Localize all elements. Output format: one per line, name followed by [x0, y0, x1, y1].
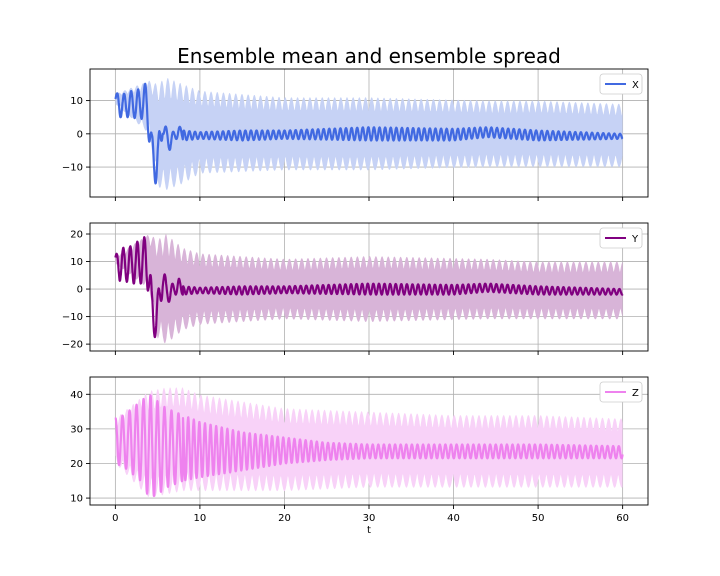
- panel-z: 0 10 20 30 40 50 60 10 20 30 40 Z: [70, 376, 649, 524]
- x-tick-label: 20: [278, 513, 291, 524]
- y-tick-label: 0: [77, 285, 83, 296]
- y-tick-label: 20: [70, 459, 83, 470]
- panel-x: −10 0 10 X: [62, 68, 649, 201]
- legend-x: X: [599, 73, 643, 95]
- chart-panels: −10 0 10 X −20 −10 0 10 20 Y 0 10 20 30 40 50 60 10 20 30 40…: [62, 68, 649, 524]
- x-tick-label: 60: [616, 513, 629, 524]
- mean-line-x: [114, 82, 624, 185]
- legend-label: Y: [631, 234, 639, 245]
- mean-line-z: [114, 394, 624, 498]
- legend-z: Z: [599, 381, 643, 403]
- x-tick-label: 0: [112, 513, 118, 524]
- x-tick-label: 40: [447, 513, 460, 524]
- y-tick-label: 10: [70, 494, 83, 505]
- legend-label: X: [632, 80, 639, 91]
- legend-y: Y: [599, 227, 643, 249]
- panel-y: −20 −10 0 10 20 Y: [62, 222, 649, 355]
- y-tick-label: 0: [77, 129, 83, 140]
- legend-label: Z: [632, 388, 639, 399]
- x-tick-label: 10: [194, 513, 207, 524]
- y-tick-label: 30: [70, 424, 83, 435]
- y-tick-label: −10: [62, 312, 83, 323]
- x-tick-label: 30: [363, 513, 376, 524]
- x-tick-label: 50: [532, 513, 545, 524]
- mean-line-y: [114, 236, 624, 339]
- y-tick-label: −10: [62, 163, 83, 174]
- chart-title: Ensemble mean and ensemble spread: [177, 44, 561, 68]
- y-tick-label: −20: [62, 340, 83, 351]
- y-tick-label: 10: [70, 257, 83, 268]
- y-tick-label: 40: [70, 390, 83, 401]
- y-tick-label: 20: [70, 230, 83, 241]
- x-axis-label: t: [367, 525, 371, 536]
- y-tick-label: 10: [70, 96, 83, 107]
